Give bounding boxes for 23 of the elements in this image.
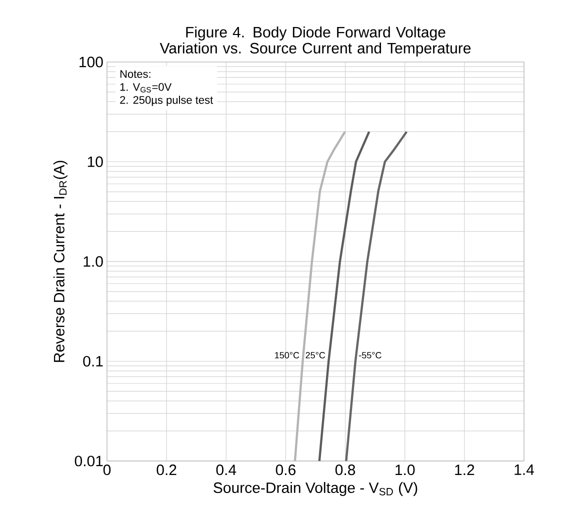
x-tick-label: 0 bbox=[103, 464, 111, 476]
x-tick-label: 0.4 bbox=[216, 464, 236, 476]
series-label: 150°C bbox=[275, 352, 300, 358]
y-tick-label: 100 bbox=[80, 56, 103, 68]
annotation: 2. 250µs pulse test bbox=[120, 96, 214, 106]
annotation: 1. V$_{GS}$=0V bbox=[120, 83, 172, 92]
y-tick-label: 0.1 bbox=[83, 356, 103, 367]
y-tick-label: 0.01 bbox=[74, 456, 103, 466]
y-tick-label: 1.0 bbox=[84, 256, 103, 267]
series-label: -55°C bbox=[359, 352, 382, 358]
x-axis-title: Source-Drain Voltage - V$_{SD}$ (V) bbox=[214, 482, 418, 496]
x-tick-label: 1.0 bbox=[396, 464, 415, 476]
x-tick-label: 0.6 bbox=[276, 464, 296, 476]
x-tick-label: 1.4 bbox=[514, 464, 534, 475]
line-series bbox=[345, 130, 408, 462]
y-tick-label: 10 bbox=[88, 156, 103, 168]
x-tick-label: 0.2 bbox=[156, 464, 176, 476]
x-tick-label: 1.2 bbox=[455, 464, 474, 476]
annotation: Notes: bbox=[120, 70, 150, 78]
series-label: 25°C bbox=[306, 352, 326, 358]
y-axis-title: Reverse Drain Current - I$_{DR}$(A) bbox=[53, 160, 68, 362]
chart-title: Figure 4. Body Diode Forward Voltage Variation vs. Source Current and Temperature bbox=[160, 26, 471, 56]
x-tick-label: 0.8 bbox=[335, 464, 356, 476]
